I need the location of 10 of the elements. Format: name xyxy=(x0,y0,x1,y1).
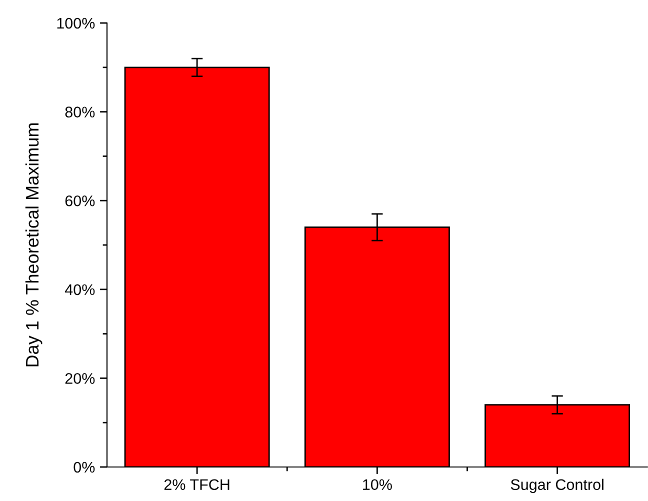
x-tick-label: 2% TFCH xyxy=(164,479,230,490)
x-tick-label: 10% xyxy=(363,479,392,490)
y-tick-label: 60% xyxy=(65,195,95,206)
y-tick-label: 100% xyxy=(57,18,95,29)
y-axis-title: Day 1 % Theoretical Maximum xyxy=(25,123,42,366)
x-tick-label: Sugar Control xyxy=(510,478,604,494)
y-tick-label: 40% xyxy=(64,284,95,296)
y-tick-label: 0% xyxy=(74,462,95,473)
y-tick-label: 80% xyxy=(65,106,95,118)
y-tick-label: 20% xyxy=(65,373,95,384)
